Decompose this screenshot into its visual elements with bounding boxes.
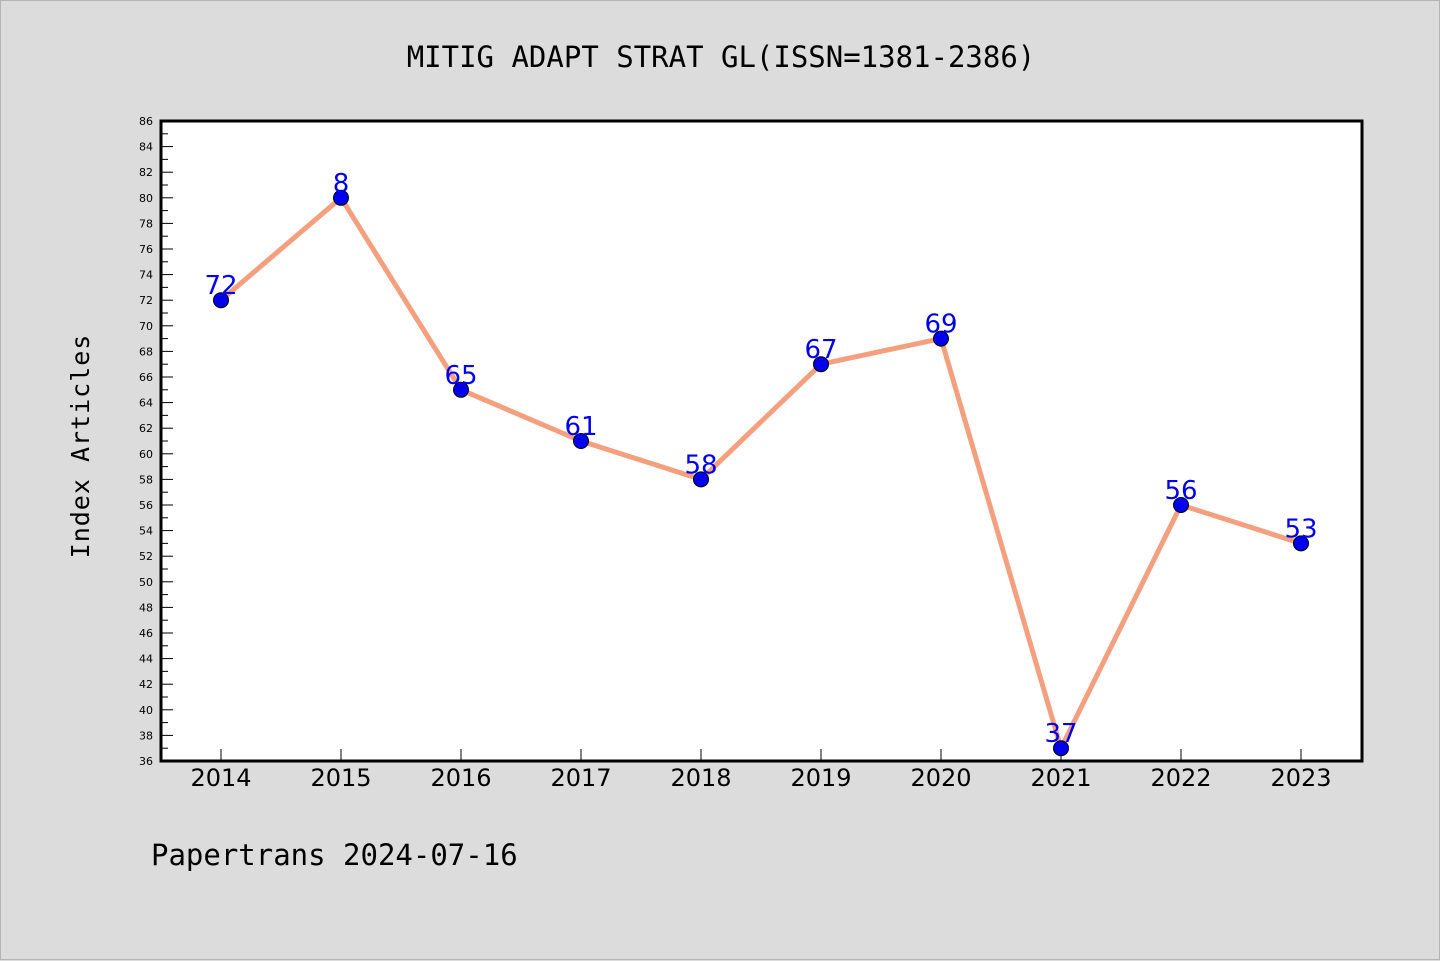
- x-tick-label: 2022: [1150, 764, 1211, 792]
- x-tick-label: 2014: [190, 764, 251, 792]
- y-tick-label: 64: [139, 397, 153, 410]
- data-point: [1053, 740, 1069, 757]
- data-label: 67: [804, 335, 837, 365]
- data-point: [1173, 497, 1189, 513]
- series-layer: 72 8 65 61 58 67 69 37 56 53: [204, 169, 1318, 757]
- y-tick-label: 82: [139, 166, 153, 179]
- data-point: [333, 189, 349, 206]
- y-tick-label: 78: [139, 217, 153, 230]
- y-tick-label: 54: [139, 525, 153, 538]
- data-label: 58: [684, 450, 717, 480]
- y-tick-label: 42: [139, 678, 153, 691]
- y-tick-label: 68: [139, 345, 153, 358]
- y-tick-label: 52: [139, 550, 153, 563]
- y-tick-label: 86: [139, 115, 153, 128]
- footer-text: Papertrans 2024-07-16: [151, 838, 518, 872]
- data-point: [453, 381, 469, 398]
- y-tick-label: 46: [139, 627, 153, 640]
- y-tick-label: 50: [139, 576, 153, 589]
- y-tick-label: 76: [139, 243, 153, 256]
- y-tick-label: 40: [139, 704, 153, 717]
- y-tick-label: 80: [139, 192, 153, 205]
- data-label: 72: [204, 271, 237, 301]
- data-point: [933, 330, 949, 347]
- y-axis: 36 38 40 42 44 46 48 50 52 54 56 58 60 62 64 66 68 70 72 74…: [139, 115, 173, 768]
- x-tick-label: 2021: [1030, 764, 1091, 792]
- y-axis-label: Index Articles: [66, 334, 95, 559]
- y-tick-label: 70: [139, 320, 153, 333]
- x-tick-label: 2018: [670, 764, 731, 792]
- y-tick-label: 56: [139, 499, 153, 512]
- y-tick-label: 84: [139, 141, 153, 154]
- data-label: 69: [924, 310, 957, 340]
- data-label: 8: [333, 169, 350, 199]
- y-tick-label: 60: [139, 448, 153, 461]
- y-tick-label: 62: [139, 422, 153, 435]
- x-tick-label: 2020: [910, 764, 971, 792]
- x-tick-label: 2023: [1270, 764, 1331, 792]
- x-tick-label: 2015: [310, 764, 371, 792]
- x-tick-label: 2016: [430, 764, 491, 792]
- plot-area: [159, 119, 1364, 763]
- data-point: [693, 471, 709, 488]
- y-tick-label: 58: [139, 473, 153, 486]
- series-line: [218, 195, 1304, 751]
- x-tick-label: 2019: [790, 764, 851, 792]
- y-tick-label: 72: [139, 294, 153, 307]
- y-tick-label: 44: [139, 653, 153, 666]
- chart-title: MITIG ADAPT STRAT GL(ISSN=1381-2386): [407, 40, 1036, 74]
- data-label: 53: [1284, 514, 1317, 544]
- x-axis: 2014 2015 2016 2017 2018 2019 2020 2021 2022 2023: [190, 749, 1332, 792]
- y-tick-label: 36: [139, 755, 153, 768]
- data-point: [1293, 535, 1309, 552]
- x-tick-label: 2017: [550, 764, 611, 792]
- y-tick-label: 38: [139, 729, 153, 742]
- y-tick-label: 48: [139, 601, 153, 614]
- data-point: [213, 292, 229, 309]
- y-tick-label: 66: [139, 371, 153, 384]
- data-point: [813, 356, 829, 373]
- y-tick-label: 74: [139, 269, 153, 282]
- data-point: [573, 433, 589, 449]
- data-label: 61: [564, 412, 597, 442]
- data-label: 37: [1044, 719, 1077, 749]
- data-label: 65: [444, 361, 477, 391]
- data-label: 56: [1164, 476, 1197, 506]
